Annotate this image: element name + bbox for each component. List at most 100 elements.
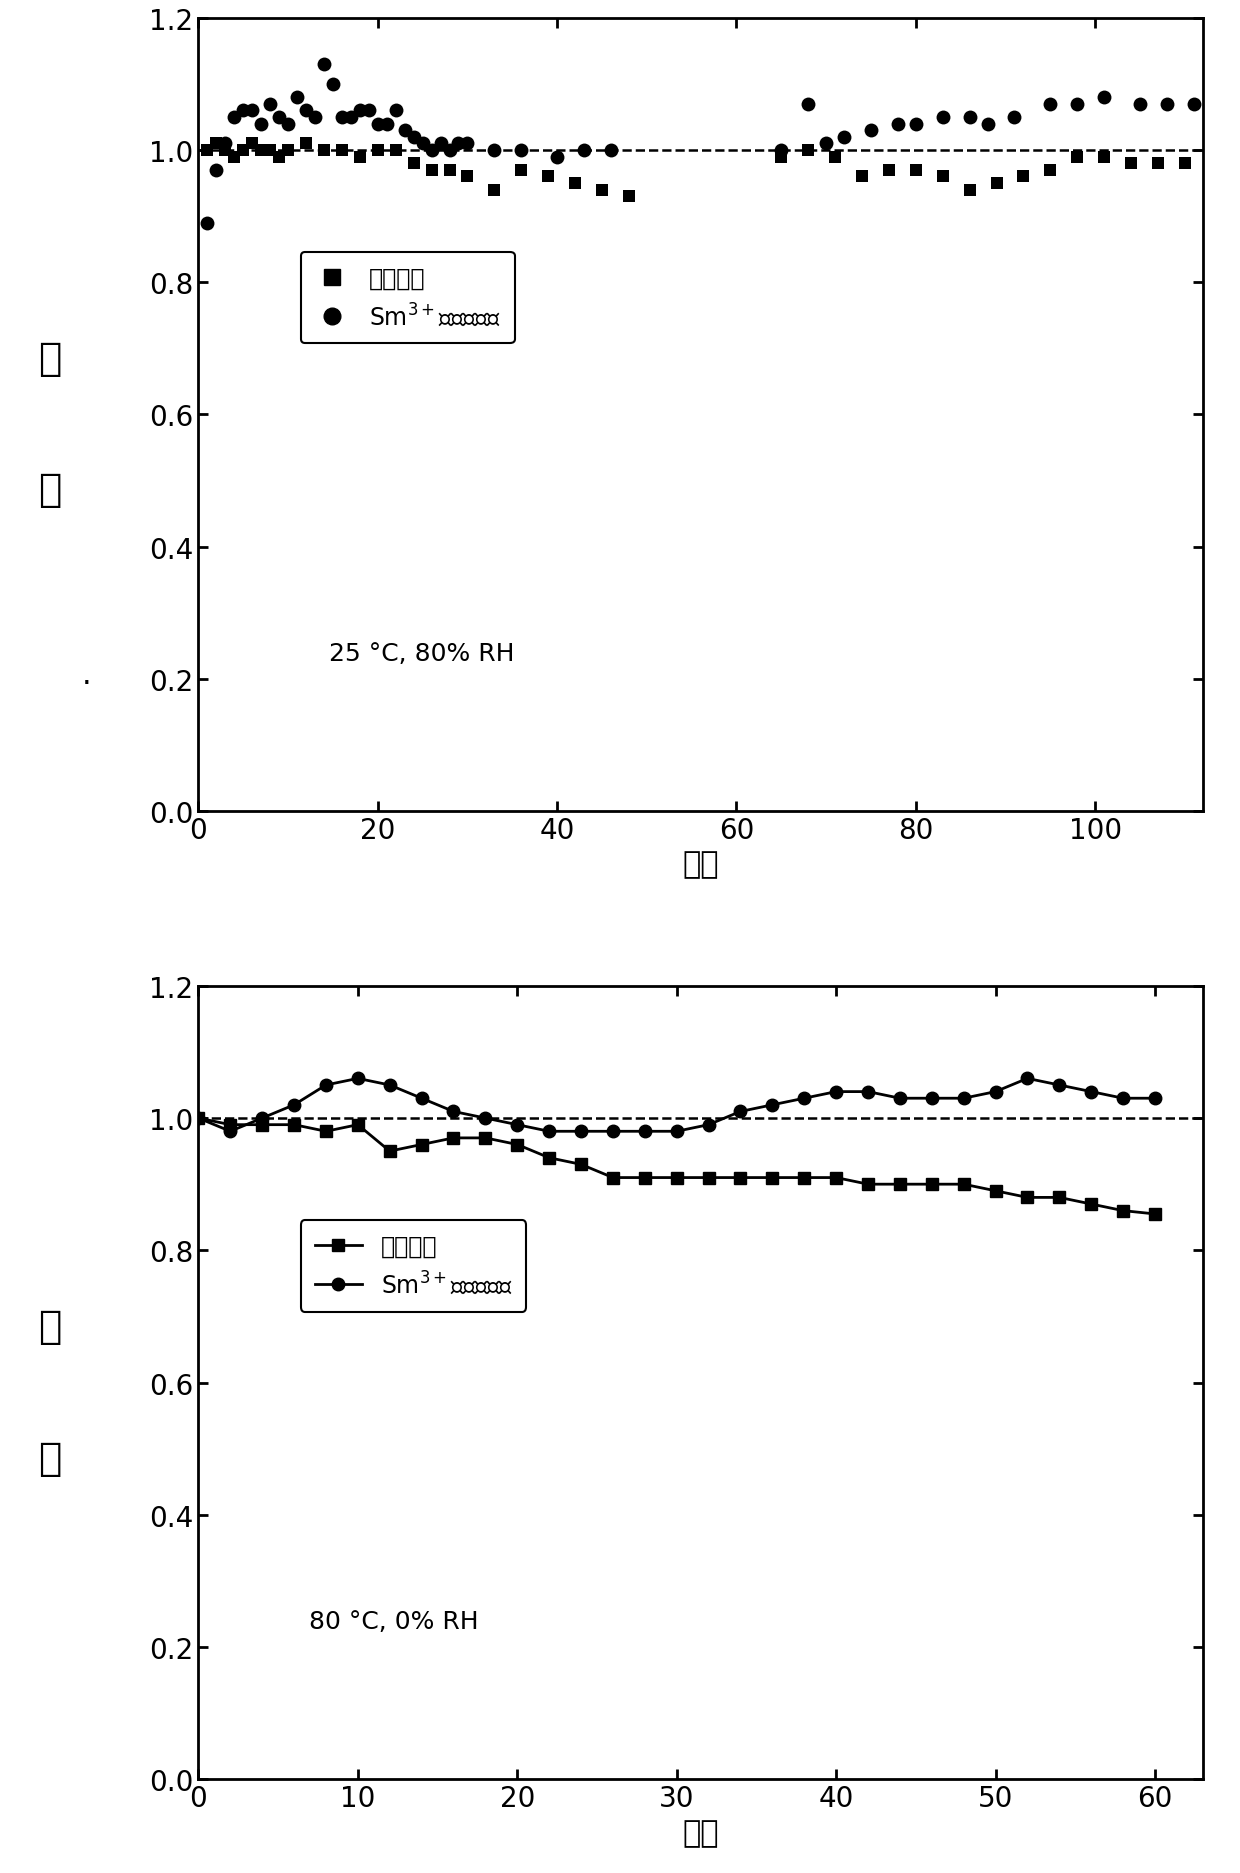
Point	[314, 51, 334, 81]
Point	[932, 103, 952, 133]
Point	[825, 142, 844, 172]
Point	[1184, 90, 1204, 120]
Point	[332, 103, 352, 133]
Point	[413, 129, 433, 159]
Point	[601, 137, 621, 167]
Point	[1068, 90, 1087, 120]
Point	[314, 137, 334, 167]
Point	[771, 142, 791, 172]
Point	[799, 137, 818, 167]
Point	[206, 155, 226, 185]
Point	[404, 150, 424, 180]
Point	[260, 137, 280, 167]
Point	[296, 129, 316, 159]
Point	[547, 142, 567, 172]
Point	[233, 137, 253, 167]
Text: 率: 率	[38, 472, 61, 509]
Point	[305, 103, 325, 133]
Point	[233, 96, 253, 125]
Point	[278, 109, 298, 139]
X-axis label: 天数: 天数	[682, 1817, 719, 1847]
Point	[906, 155, 926, 185]
Text: ·: ·	[82, 669, 92, 699]
Point	[197, 137, 217, 167]
Point	[799, 90, 818, 120]
Point	[288, 82, 308, 112]
Point	[960, 176, 980, 206]
Point	[386, 96, 405, 125]
Legend: 纯钒钓矿, Sm$^{3+}$掂杂钒钓矿: 纯钒钓矿, Sm$^{3+}$掂杂钒钓矿	[300, 253, 515, 345]
Text: 效: 效	[38, 341, 61, 378]
Point	[987, 169, 1007, 199]
Point	[269, 142, 289, 172]
Point	[269, 103, 289, 133]
Point	[322, 69, 342, 99]
Point	[1130, 90, 1149, 120]
Point	[619, 182, 639, 212]
Point	[350, 142, 370, 172]
Point	[260, 90, 280, 120]
Point	[224, 103, 244, 133]
Text: 率: 率	[38, 1438, 61, 1476]
Point	[242, 96, 262, 125]
X-axis label: 天数: 天数	[682, 850, 719, 878]
Point	[386, 137, 405, 167]
Point	[879, 155, 899, 185]
Point	[404, 124, 424, 154]
Point	[368, 137, 388, 167]
Point	[296, 96, 316, 125]
Text: 效: 效	[38, 1307, 61, 1345]
Point	[1094, 82, 1114, 112]
Point	[224, 142, 244, 172]
Point	[377, 109, 397, 139]
Point	[1013, 163, 1033, 193]
Point	[252, 137, 272, 167]
Point	[1148, 150, 1168, 180]
Point	[852, 163, 872, 193]
Point	[430, 129, 450, 159]
Point	[1040, 90, 1060, 120]
Point	[278, 137, 298, 167]
Point	[1157, 90, 1177, 120]
Point	[358, 96, 378, 125]
Legend: 纯钒钓矿, Sm$^{3+}$掂杂钒钓矿: 纯钒钓矿, Sm$^{3+}$掂杂钒钓矿	[300, 1219, 527, 1311]
Point	[906, 109, 926, 139]
Point	[368, 109, 388, 139]
Point	[242, 129, 262, 159]
Point	[565, 169, 585, 199]
Point	[888, 109, 908, 139]
Point	[1176, 150, 1195, 180]
Point	[1094, 142, 1114, 172]
Text: 80 °C, 0% RH: 80 °C, 0% RH	[309, 1609, 479, 1633]
Point	[816, 129, 836, 159]
Point	[861, 116, 880, 146]
Point	[439, 137, 459, 167]
Point	[422, 137, 441, 167]
Point	[1121, 150, 1141, 180]
Point	[591, 176, 611, 206]
Point	[458, 163, 477, 193]
Point	[932, 163, 952, 193]
Point	[350, 96, 370, 125]
Point	[485, 137, 505, 167]
Point	[252, 109, 272, 139]
Point	[538, 163, 558, 193]
Point	[341, 103, 361, 133]
Point	[960, 103, 980, 133]
Point	[216, 129, 236, 159]
Point	[439, 155, 459, 185]
Point	[422, 155, 441, 185]
Point	[458, 129, 477, 159]
Point	[216, 137, 236, 167]
Point	[511, 137, 531, 167]
Point	[835, 124, 854, 154]
Point	[574, 137, 594, 167]
Point	[394, 116, 414, 146]
Point	[977, 109, 997, 139]
Point	[197, 208, 217, 238]
Point	[332, 137, 352, 167]
Point	[511, 155, 531, 185]
Point	[485, 176, 505, 206]
Point	[1004, 103, 1024, 133]
Point	[449, 129, 469, 159]
